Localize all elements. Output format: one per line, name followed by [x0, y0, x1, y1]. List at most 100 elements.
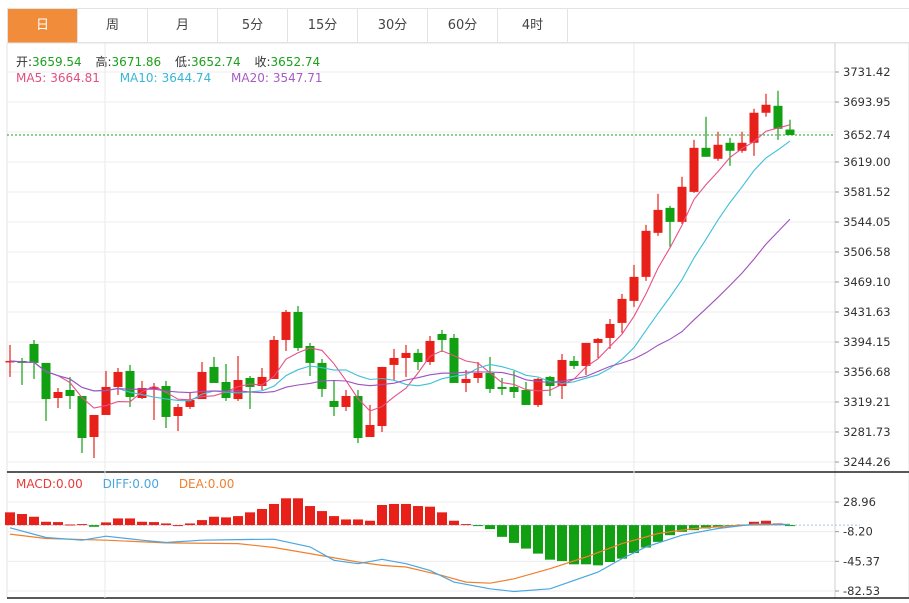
macd-bar [197, 520, 207, 526]
tab-2[interactable]: 月 [148, 9, 218, 43]
candle [629, 264, 639, 307]
candle-body [257, 376, 267, 386]
candle [785, 119, 795, 135]
candle [29, 339, 39, 379]
candle-body [77, 396, 87, 439]
macd-bar [485, 525, 495, 530]
candle-body [365, 424, 375, 437]
candle [557, 353, 567, 400]
candle [137, 380, 147, 400]
candle-body [5, 360, 15, 363]
macd-bar [185, 523, 195, 526]
candle-body [629, 276, 639, 301]
ohlc-readout: 开:3659.54 高:3671.86 低:3652.74 收:3652.74 [16, 53, 330, 70]
candle-body [785, 129, 795, 135]
candle [749, 108, 759, 156]
macd-bar [521, 525, 531, 549]
macd-bar [449, 520, 459, 526]
candle-body [761, 104, 771, 113]
candle-body [653, 209, 663, 233]
candle [173, 404, 183, 432]
macd-bar [137, 521, 147, 526]
candle-body [485, 372, 495, 389]
macd-bar [89, 525, 99, 527]
macd-bar [461, 524, 471, 526]
candle-body [437, 333, 447, 340]
macd-bar [257, 508, 267, 526]
tab-7[interactable]: 4时 [498, 9, 568, 43]
ma-readout: MA5: 3664.81 MA10: 3644.74 MA20: 3547.71 [16, 71, 339, 85]
candle [77, 396, 87, 454]
macd-bar [113, 518, 123, 526]
candle [653, 193, 663, 236]
macd-bar [689, 525, 699, 531]
macd-bar [245, 512, 255, 526]
close-value: 3652.74 [270, 55, 321, 69]
candle-body [245, 377, 255, 387]
candle [545, 375, 555, 397]
macd-bar [209, 516, 219, 526]
candle [425, 335, 435, 365]
candle [449, 333, 459, 383]
candle [89, 414, 99, 459]
diff-readout: DIFF:0.00 [103, 477, 167, 491]
candle [473, 361, 483, 383]
macd-bar [629, 525, 639, 553]
candle [293, 305, 303, 351]
candle-body [173, 406, 183, 417]
candle-body [593, 338, 603, 343]
candle-body [209, 366, 219, 383]
macd-bar [353, 519, 363, 526]
candle [761, 93, 771, 117]
candle-body [197, 371, 207, 400]
candle [665, 205, 675, 247]
candle [569, 355, 579, 369]
candle-body [329, 400, 339, 407]
low-label: 低: [175, 55, 192, 69]
candle-body [713, 144, 723, 159]
tab-6[interactable]: 60分 [428, 9, 498, 43]
macd-bar [53, 522, 63, 526]
candle-body [461, 378, 471, 383]
tab-3[interactable]: 5分 [218, 9, 288, 43]
candle-body [425, 340, 435, 362]
candle [389, 348, 399, 380]
candle-body [29, 343, 39, 363]
macd-bar [509, 525, 519, 543]
tab-5[interactable]: 30分 [358, 9, 428, 43]
candle-body [509, 386, 519, 392]
macd-bar [17, 514, 27, 526]
candle [377, 366, 387, 433]
macd-readout-value: MACD:0.00 [16, 477, 91, 491]
candle-body [401, 352, 411, 358]
candle-body [221, 381, 231, 399]
macd-bar [41, 521, 51, 526]
tab-0[interactable]: 日 [8, 9, 78, 43]
candle [113, 367, 123, 395]
macd-tick-label: -8.20 [843, 525, 873, 539]
macd-value: 0.00 [56, 477, 83, 491]
tab-1[interactable]: 周 [78, 9, 148, 43]
macd-tick-label: -82.53 [843, 584, 880, 598]
candle [329, 380, 339, 417]
price-tick-label: 3319.21 [843, 395, 891, 409]
candle-body [701, 147, 711, 157]
macd-bar [365, 520, 375, 526]
tab-4[interactable]: 15分 [288, 9, 358, 43]
ma5-line [9, 124, 791, 412]
ma5-value: 3664.81 [50, 71, 100, 85]
ma10-readout: MA10: 3644.74 [120, 71, 220, 85]
candle-body [341, 396, 351, 407]
candle-body [641, 230, 651, 277]
candle [773, 90, 783, 140]
candle-body [689, 147, 699, 192]
last-price-label: 3652.74 [843, 128, 891, 142]
candle-body [533, 378, 543, 405]
open-label: 开: [16, 55, 33, 69]
candle-body [773, 105, 783, 129]
ma20-readout: MA20: 3547.71 [231, 71, 331, 85]
candle-body [161, 385, 171, 417]
period-tabs: 日周月 5分 15分 30分 60分 4时 [7, 8, 568, 43]
ma10-value: 3644.74 [161, 71, 212, 85]
